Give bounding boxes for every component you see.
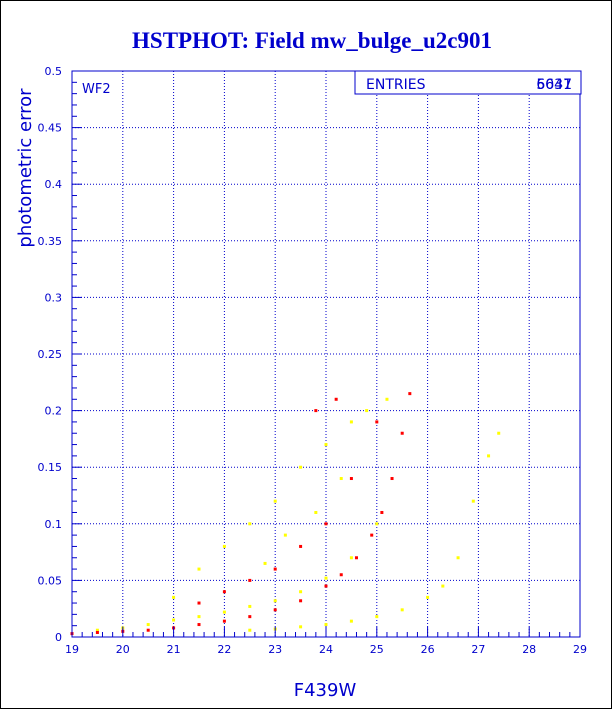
y-tick-label: 0.5 xyxy=(45,65,63,78)
grid-layer xyxy=(71,70,581,638)
red-data-point xyxy=(222,619,226,623)
x-tick-label: 21 xyxy=(167,643,181,656)
red-data-point xyxy=(324,522,328,526)
yellow-data-point xyxy=(299,590,303,594)
x-axis-label: F439W xyxy=(294,680,357,701)
yellow-data-point xyxy=(283,533,287,537)
x-tick-label: 29 xyxy=(573,643,587,656)
red-data-point xyxy=(248,615,252,619)
red-data-point xyxy=(375,420,379,424)
red-data-point xyxy=(273,567,277,571)
stats-box: ENTRIES 5637 6041 xyxy=(354,70,582,95)
panel-annotation: WF2 xyxy=(82,82,111,97)
stats-box-frame xyxy=(354,70,582,95)
y-tick-label: 0.4 xyxy=(45,178,63,191)
y-tick-label: 0 xyxy=(55,631,62,644)
stats-box-label: ENTRIES xyxy=(366,77,426,93)
yellow-data-point xyxy=(248,522,252,526)
yellow-data-point xyxy=(400,608,404,612)
yellow-data-point xyxy=(365,409,369,413)
yellow-data-point xyxy=(299,625,303,629)
red-data-point xyxy=(299,544,303,548)
yellow-data-point xyxy=(471,499,475,503)
yellow-data-point xyxy=(385,397,389,401)
red-data-point xyxy=(380,510,384,514)
x-tick-label: 23 xyxy=(268,643,282,656)
x-tick-label: 26 xyxy=(421,643,435,656)
x-tick-label: 19 xyxy=(65,643,79,656)
points-layer xyxy=(70,392,501,636)
red-data-point xyxy=(408,392,412,396)
red-data-point xyxy=(299,599,303,603)
yellow-data-point xyxy=(273,599,277,603)
yellow-data-point xyxy=(375,615,379,619)
yellow-data-point xyxy=(349,420,353,424)
yellow-data-point xyxy=(248,628,252,632)
yellow-data-point xyxy=(314,510,318,514)
y-axis-label: photometric error xyxy=(15,88,36,248)
red-data-point xyxy=(324,584,328,588)
yellow-data-point xyxy=(197,615,201,619)
red-data-point xyxy=(354,556,358,560)
x-tick-label: 28 xyxy=(522,643,536,656)
red-data-point xyxy=(390,477,394,481)
yellow-data-point xyxy=(426,595,430,599)
ticks-layer: 19 20 21 22 23 24 25 26 27 28 29 0 0.05 0.1 0.15 0.2 0.2… xyxy=(38,65,588,656)
yellow-data-point xyxy=(197,567,201,571)
y-tick-label: 0.05 xyxy=(38,574,63,587)
red-data-point xyxy=(370,533,374,537)
yellow-data-point xyxy=(441,584,445,588)
y-tick-label: 0.25 xyxy=(38,348,63,361)
stats-box-value-1: 5637 xyxy=(536,77,572,93)
red-data-point xyxy=(400,431,404,435)
yellow-data-point xyxy=(324,623,328,627)
yellow-data-point xyxy=(263,561,267,565)
y-tick-label: 0.45 xyxy=(38,122,63,135)
yellow-data-point xyxy=(349,556,353,560)
red-data-point xyxy=(95,630,99,634)
chart-title: HSTPHOT: Field mw_bulge_u2c901 xyxy=(132,28,492,53)
yellow-data-point xyxy=(146,623,150,627)
y-tick-label: 0.3 xyxy=(45,291,63,304)
yellow-data-point xyxy=(339,477,343,481)
yellow-data-point xyxy=(497,431,501,435)
yellow-data-point xyxy=(324,576,328,580)
red-data-point xyxy=(197,623,201,627)
x-tick-label: 27 xyxy=(471,643,485,656)
yellow-data-point xyxy=(222,610,226,614)
red-data-point xyxy=(314,409,318,413)
yellow-data-point xyxy=(248,604,252,608)
yellow-data-point xyxy=(273,499,277,503)
yellow-data-point xyxy=(222,544,226,548)
yellow-data-point xyxy=(324,443,328,447)
yellow-data-point xyxy=(299,465,303,469)
yellow-data-point xyxy=(456,556,460,560)
red-data-point xyxy=(339,573,343,577)
yellow-data-point xyxy=(375,522,379,526)
y-tick-label: 0.15 xyxy=(38,461,63,474)
red-data-point xyxy=(146,628,150,632)
x-tick-label: 25 xyxy=(370,643,384,656)
yellow-data-point xyxy=(349,619,353,623)
red-data-point xyxy=(273,608,277,612)
stats-box-value-2: 6041 xyxy=(536,77,572,93)
red-data-point xyxy=(334,397,338,401)
red-data-point xyxy=(222,590,226,594)
y-tick-label: 0.1 xyxy=(45,518,63,531)
x-tick-label: 20 xyxy=(116,643,130,656)
x-tick-label: 22 xyxy=(217,643,231,656)
red-data-point xyxy=(197,601,201,605)
red-data-point xyxy=(349,477,353,481)
yellow-data-point xyxy=(172,618,176,622)
x-tick-label: 24 xyxy=(319,643,333,656)
red-data-point xyxy=(248,578,252,582)
y-tick-label: 0.35 xyxy=(38,235,63,248)
yellow-data-point xyxy=(95,628,99,632)
yellow-data-point xyxy=(172,595,176,599)
y-tick-label: 0.2 xyxy=(45,405,63,418)
yellow-data-point xyxy=(487,454,491,458)
